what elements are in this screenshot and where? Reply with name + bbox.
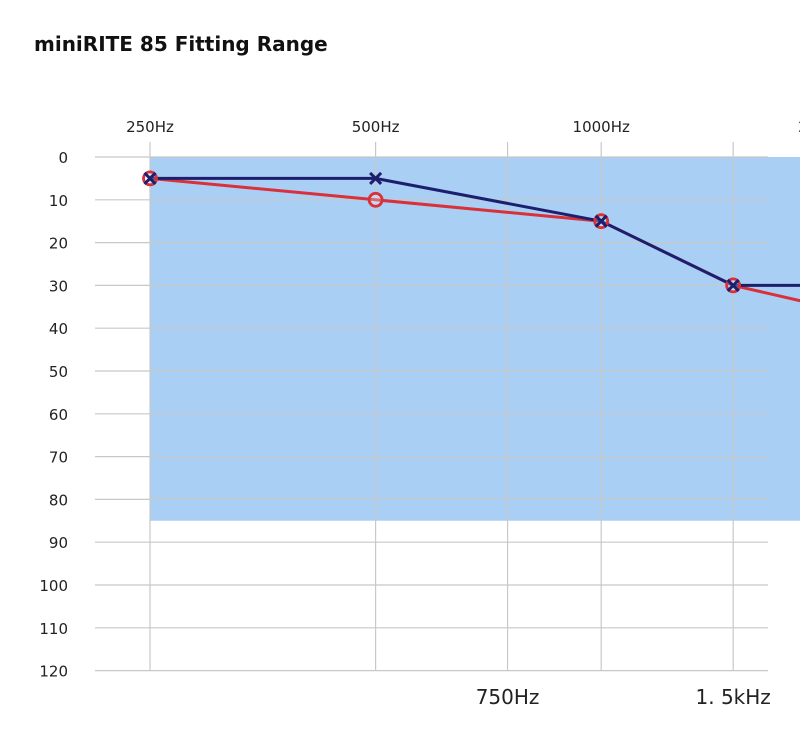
y-tick-label: 90 <box>49 534 68 552</box>
fitting-range-layer <box>150 157 800 521</box>
y-tick-label: 110 <box>39 620 68 638</box>
y-tick-label: 0 <box>58 149 68 167</box>
y-tick-label: 20 <box>49 235 68 253</box>
y-tick-label: 60 <box>49 406 68 424</box>
cross-marker <box>143 171 157 185</box>
x-tick-label-top: 500Hz <box>352 118 400 136</box>
circle-marker <box>367 191 384 208</box>
series-layer <box>142 170 800 303</box>
y-tick-label: 40 <box>49 320 68 338</box>
series-line-circle <box>149 176 800 303</box>
fitting-range-area <box>150 157 800 521</box>
x-tick-label-top: 250Hz <box>126 118 174 136</box>
cross-marker <box>726 278 740 292</box>
y-tick-label: 80 <box>49 491 68 509</box>
y-tick-label: 70 <box>49 449 68 467</box>
y-tick-label: 30 <box>49 277 68 295</box>
y-tick-label: 50 <box>49 363 68 381</box>
cross-marker <box>369 171 383 185</box>
x-tick-label-top: 1000Hz <box>573 118 630 136</box>
x-tick-label-bottom: 1. 5kHz <box>696 685 771 709</box>
y-tick-label: 100 <box>39 577 68 595</box>
x-tick-label-bottom: 750Hz <box>476 685 540 709</box>
cross-marker <box>594 214 608 228</box>
chart-title: miniRITE 85 Fitting Range <box>34 32 328 56</box>
y-tick-label: 10 <box>49 192 68 210</box>
y-tick-label: 120 <box>39 663 68 681</box>
grid-layer <box>95 142 768 672</box>
x-tick-label-top: 2000Hz <box>798 118 800 136</box>
series-line-cross <box>150 176 800 287</box>
tick-label-layer: 250Hz500Hz1000Hz2000Hz4000Hz8000Hz750Hz1… <box>39 118 800 709</box>
